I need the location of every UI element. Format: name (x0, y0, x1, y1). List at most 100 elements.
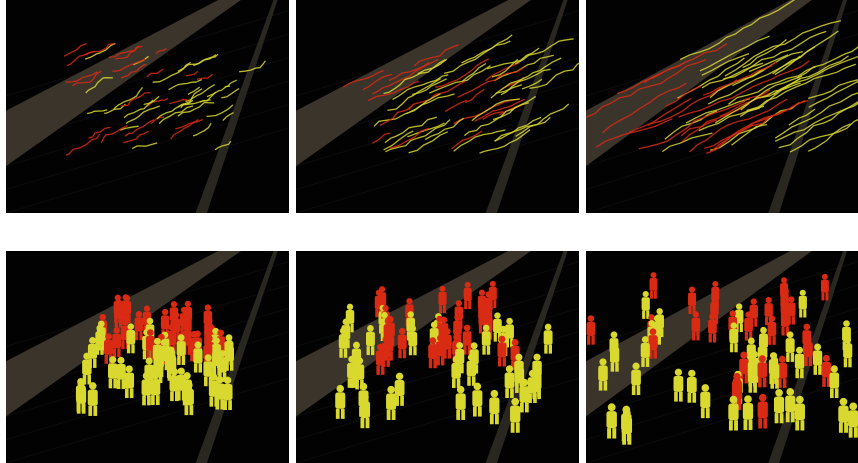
trajectory-yellow (222, 112, 234, 122)
trajectory-yellow (383, 59, 446, 95)
trajectory-yellow (748, 54, 789, 73)
trajectory-yellow (664, 110, 718, 140)
agent-yellow (214, 376, 225, 410)
walkway-right (485, 0, 568, 213)
trajectory-yellow (685, 97, 751, 124)
trajectory-red (743, 89, 771, 101)
agent-red (780, 306, 790, 336)
trajectory-red (457, 66, 526, 98)
agent-red (462, 324, 472, 355)
trajectory-red (388, 58, 439, 82)
trajectory-yellow (113, 86, 144, 110)
trajectory-yellow (789, 118, 858, 153)
agent-yellow (408, 325, 418, 356)
trajectory-red (196, 73, 213, 80)
trajectory-yellow (494, 116, 551, 142)
agent-yellow (504, 365, 515, 399)
agent-red (744, 311, 753, 341)
walkway-right (485, 251, 568, 463)
agent-yellow (394, 372, 405, 406)
agent-red (112, 327, 122, 358)
trajectory-red (602, 82, 687, 134)
agent-red (648, 328, 658, 359)
trajectory-red (367, 80, 420, 102)
trajectory-yellow (408, 131, 449, 154)
agent-red (438, 285, 447, 314)
trajectory-lines (342, 34, 579, 154)
trajectory-red (586, 58, 707, 118)
agent-red (821, 354, 832, 387)
trajectory-yellow (214, 140, 232, 151)
trajectory-red (65, 133, 101, 156)
trajectory-yellow (491, 58, 519, 78)
agent-yellow (747, 360, 758, 393)
trajectory-yellow (199, 91, 217, 103)
agent-red (463, 281, 472, 310)
trajectory-yellow (407, 122, 445, 138)
trajectory-yellow (131, 142, 158, 150)
trajectory-yellow (429, 65, 491, 94)
crowd-agents (75, 294, 235, 416)
walkway-left (6, 0, 241, 167)
trajectory-yellow (490, 84, 523, 99)
trajectory-red (665, 85, 702, 107)
agent-yellow (76, 379, 87, 414)
agent-yellow (176, 334, 186, 365)
trajectory-red (175, 119, 199, 130)
trajectory-yellow (724, 20, 842, 77)
trajectory-red (108, 45, 140, 58)
trajectory-yellow (728, 66, 816, 105)
trajectory-yellow (84, 42, 116, 60)
trajectory-red (121, 92, 151, 107)
agent-red (145, 329, 155, 360)
crowd-panel-3 (586, 251, 858, 463)
trajectory-red (678, 60, 810, 118)
trajectory-yellow (774, 92, 858, 139)
trajectory-red (112, 58, 146, 72)
agent-yellow (621, 409, 633, 445)
agent-red (691, 311, 701, 341)
agent-red (114, 299, 123, 328)
trajectory-yellow (808, 79, 858, 100)
agent-red (435, 334, 445, 366)
trajectory-red (595, 118, 673, 148)
trajectory-red (628, 79, 738, 133)
agent-yellow (519, 378, 530, 413)
scene-render (6, 0, 289, 213)
trajectory-red (482, 111, 504, 120)
agent-red (428, 337, 438, 369)
scene-render (586, 0, 858, 213)
trajectory-red (444, 99, 468, 112)
trajectory-yellow (495, 57, 562, 95)
trajectory-yellow (807, 123, 851, 152)
agent-red (757, 355, 768, 388)
agent-red (708, 313, 717, 343)
trajectory-yellow (177, 54, 217, 72)
trajectory-red (124, 119, 155, 137)
agent-red (586, 315, 596, 345)
agent-yellow (141, 372, 152, 406)
trajectory-yellow (486, 47, 540, 70)
agent-red (122, 294, 132, 323)
trajectory-yellow (406, 93, 455, 115)
agent-yellow (126, 323, 136, 354)
agent-red (777, 355, 788, 388)
scene-render (296, 0, 579, 213)
agent-yellow (222, 376, 233, 411)
agent-yellow (116, 356, 126, 389)
agent-yellow (812, 343, 823, 375)
trajectory-red (72, 70, 102, 87)
trajectory-red (85, 42, 115, 56)
trajectory-red (115, 45, 143, 60)
agent-yellow (686, 369, 697, 403)
trajectory-red (150, 116, 164, 125)
trajectory-panel-2 (296, 0, 579, 213)
trajectory-yellow (479, 129, 531, 154)
trajectory-red (372, 61, 430, 95)
trajectory-red (389, 127, 430, 149)
agent-red (649, 272, 658, 299)
agent-yellow (489, 389, 500, 425)
agent-red (757, 393, 768, 429)
trajectory-yellow (494, 116, 542, 142)
trajectory-yellow (187, 86, 201, 96)
